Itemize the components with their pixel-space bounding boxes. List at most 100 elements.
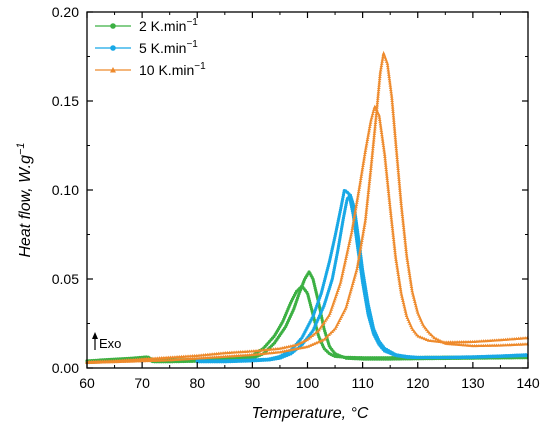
data-point	[398, 195, 403, 199]
data-point	[323, 319, 328, 323]
data-point	[371, 140, 376, 144]
data-point	[378, 74, 382, 78]
data-point	[422, 324, 426, 328]
data-point	[377, 83, 381, 87]
data-point	[403, 307, 407, 311]
data-point	[402, 230, 406, 234]
data-point	[355, 266, 359, 271]
data-point	[369, 166, 373, 170]
data-point	[340, 312, 345, 317]
data-point	[450, 342, 455, 346]
data-point	[388, 209, 393, 213]
data-point	[376, 94, 380, 98]
data-point	[398, 193, 403, 197]
data-point	[345, 248, 350, 252]
data-point	[378, 124, 383, 128]
data-point	[385, 178, 390, 183]
data-point	[376, 87, 381, 92]
data-point	[402, 303, 406, 307]
data-point	[346, 298, 350, 302]
legend-label-base: 2 K.min	[139, 18, 186, 34]
data-point	[440, 355, 444, 359]
data-point	[357, 251, 362, 255]
data-point	[389, 213, 393, 218]
data-point	[338, 282, 342, 286]
data-point	[422, 336, 427, 341]
data-point	[379, 130, 384, 135]
data-point	[403, 309, 408, 313]
data-point	[356, 258, 361, 262]
data-point	[366, 195, 370, 199]
data-point	[393, 133, 397, 138]
data-point	[409, 282, 413, 286]
data-point	[369, 162, 374, 166]
data-point	[368, 173, 372, 177]
data-point	[360, 170, 364, 174]
data-point	[429, 355, 433, 359]
data-point	[392, 122, 397, 127]
data-point	[373, 357, 377, 361]
data-point	[386, 68, 391, 72]
data-point	[370, 155, 374, 160]
data-point	[364, 142, 369, 146]
data-point	[343, 261, 347, 265]
data-point	[208, 360, 213, 364]
data-point	[404, 311, 408, 315]
data-point	[366, 190, 371, 195]
data-point	[339, 276, 344, 280]
data-point	[367, 126, 372, 131]
data-point	[406, 267, 411, 271]
data-point	[206, 360, 210, 364]
data-point	[369, 160, 374, 164]
data-point	[364, 212, 368, 216]
data-point	[211, 360, 215, 364]
data-point	[360, 166, 365, 170]
data-point	[401, 221, 406, 225]
data-point	[379, 126, 383, 130]
data-point	[390, 222, 394, 226]
data-point	[368, 122, 372, 126]
data-point	[362, 223, 367, 227]
data-point	[386, 189, 391, 194]
data-point	[392, 127, 397, 131]
data-point	[381, 51, 386, 55]
data-point	[347, 241, 351, 246]
data-point	[425, 355, 429, 359]
data-point	[351, 222, 355, 226]
y-axis-title: Heat flow, W.g−1	[15, 142, 34, 257]
data-point	[410, 286, 414, 291]
data-point	[352, 277, 356, 281]
data-point	[393, 255, 398, 259]
data-point	[398, 283, 402, 287]
y-axis-title-base: Heat flow, W.g	[17, 155, 34, 258]
data-point	[352, 215, 356, 220]
x-axis-title: Temperature, °C	[252, 405, 369, 422]
data-point	[348, 235, 353, 239]
data-point	[366, 193, 370, 197]
data-point	[327, 313, 331, 317]
data-point	[364, 357, 368, 361]
exo-annotation: Exo	[92, 332, 121, 351]
data-point	[393, 136, 398, 140]
data-point	[383, 154, 387, 159]
data-point	[390, 105, 395, 109]
data-point	[312, 341, 317, 346]
legend-label-sup: −1	[186, 39, 198, 50]
data-point	[318, 339, 323, 343]
data-point	[395, 160, 400, 164]
data-point	[378, 68, 383, 72]
data-point	[356, 189, 361, 194]
data-point	[379, 128, 384, 132]
data-point	[365, 201, 369, 205]
data-point	[389, 218, 394, 222]
data-point	[383, 157, 387, 161]
data-point	[384, 165, 388, 169]
data-point	[391, 107, 395, 111]
data-point	[370, 149, 375, 153]
data-point	[374, 116, 378, 120]
data-point	[389, 92, 394, 96]
data-point	[395, 357, 399, 361]
data-point	[388, 83, 393, 87]
data-point	[373, 125, 377, 129]
data-point	[364, 146, 368, 150]
